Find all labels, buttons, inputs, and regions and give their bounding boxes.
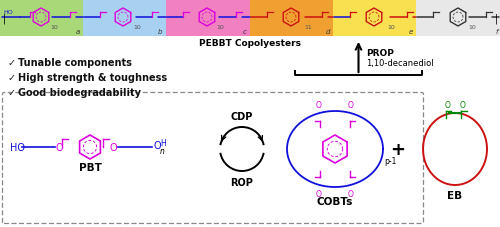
Text: High strength & toughness: High strength & toughness bbox=[18, 73, 167, 83]
Text: b: b bbox=[158, 29, 162, 35]
Text: d: d bbox=[326, 29, 330, 35]
Text: p-1: p-1 bbox=[384, 157, 396, 166]
Text: 10: 10 bbox=[133, 25, 141, 30]
Text: O: O bbox=[56, 142, 64, 152]
Text: O: O bbox=[445, 101, 451, 109]
FancyBboxPatch shape bbox=[2, 93, 424, 224]
Text: HO: HO bbox=[3, 10, 13, 15]
Text: O: O bbox=[348, 101, 354, 109]
Text: +: + bbox=[390, 140, 406, 158]
Text: $\mathsf{|}$: $\mathsf{|}$ bbox=[2, 12, 6, 26]
Text: COBTs: COBTs bbox=[317, 196, 353, 206]
Text: CDP: CDP bbox=[231, 111, 253, 121]
Text: H: H bbox=[160, 138, 166, 147]
Text: c: c bbox=[243, 29, 247, 35]
Text: 1,10-decanediol: 1,10-decanediol bbox=[366, 58, 434, 67]
Text: 10: 10 bbox=[216, 25, 224, 30]
Text: f: f bbox=[496, 29, 498, 35]
Text: PBT: PBT bbox=[78, 162, 102, 172]
Text: a: a bbox=[76, 29, 80, 35]
Text: O: O bbox=[110, 142, 118, 152]
Bar bbox=[0, 0, 83, 37]
Text: e: e bbox=[409, 29, 413, 35]
Text: n: n bbox=[160, 146, 165, 155]
Text: O: O bbox=[316, 101, 322, 109]
Text: 11: 11 bbox=[304, 25, 312, 30]
Text: PEBBT Copolyesters: PEBBT Copolyesters bbox=[199, 39, 301, 48]
Bar bbox=[250, 0, 333, 37]
Text: O: O bbox=[153, 140, 160, 150]
Text: EB: EB bbox=[448, 190, 462, 200]
Text: Good biodegradability: Good biodegradability bbox=[18, 88, 141, 98]
Text: 10: 10 bbox=[50, 25, 58, 30]
Text: ROP: ROP bbox=[230, 177, 254, 187]
Text: 10: 10 bbox=[387, 25, 395, 30]
Text: O: O bbox=[316, 189, 322, 198]
Text: PROP: PROP bbox=[366, 48, 394, 57]
Text: ✓: ✓ bbox=[8, 73, 16, 83]
Text: 10: 10 bbox=[468, 25, 476, 30]
Text: O: O bbox=[460, 101, 466, 109]
Text: Tunable components: Tunable components bbox=[18, 58, 132, 68]
Text: ✓: ✓ bbox=[8, 88, 16, 98]
Text: $\mathsf{|}$: $\mathsf{|}$ bbox=[494, 12, 498, 26]
Bar bbox=[333, 0, 416, 37]
Bar bbox=[83, 0, 166, 37]
Bar bbox=[166, 0, 250, 37]
Bar bbox=[416, 0, 500, 37]
Text: O: O bbox=[348, 189, 354, 198]
Text: ✓: ✓ bbox=[8, 58, 16, 68]
Text: HO: HO bbox=[10, 142, 25, 152]
